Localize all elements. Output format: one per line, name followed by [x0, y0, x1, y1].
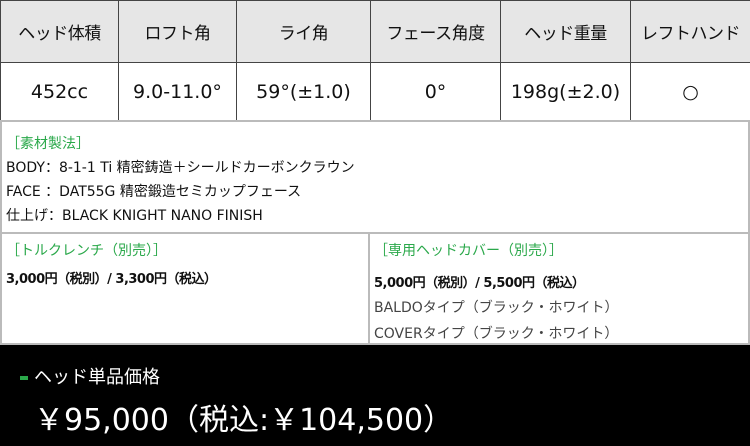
- wrench-title: ［トルクレンチ（別売）］: [6, 243, 167, 259]
- cover-type: BALDOタイプ（ブラック・ホワイト）: [374, 300, 619, 316]
- value-cell: 59°(±1.0): [236, 62, 371, 121]
- head-price-value: ￥95,000（税込:￥104,500）: [34, 403, 454, 438]
- header-cell: レフトハンド: [630, 0, 750, 63]
- value-cell: 198g(±2.0): [500, 62, 631, 121]
- material-line: FACE ：DAT55G 精密鍛造セミカップフェース: [6, 184, 302, 200]
- cover-type: COVERタイプ（ブラック・ホワイト）: [374, 326, 619, 342]
- value-cell: 9.0-11.0°: [118, 62, 237, 121]
- green-dash-icon: [20, 376, 28, 380]
- material-line: 仕上げ：BLACK KNIGHT NANO FINISH: [6, 208, 263, 224]
- value-cell: 452cc: [0, 62, 119, 121]
- wrench-price: 3,000円（税別）/ 3,300円（税込）: [6, 272, 217, 287]
- material-title: ［素材製法］: [6, 136, 90, 152]
- header-cell: フェース角度: [370, 0, 501, 63]
- torque-wrench-section: ［トルクレンチ（別売）］ 3,000円（税別）/ 3,300円（税込）: [0, 232, 370, 345]
- value-cell: 0°: [370, 62, 501, 121]
- spec-value-row: 452cc 9.0-11.0° 59°(±1.0) 0° 198g(±2.0) …: [0, 62, 750, 121]
- header-cell: ヘッド体積: [0, 0, 119, 63]
- header-cell: ヘッド重量: [500, 0, 631, 63]
- head-price-label-row: ヘッド単品価格: [20, 363, 750, 389]
- value-cell: ○: [630, 62, 750, 121]
- spec-table: ヘッド体積 ロフト角 ライ角 フェース角度 ヘッド重量 レフトハンド 452cc…: [0, 0, 750, 121]
- header-cell: ライ角: [236, 0, 371, 63]
- header-cell: ロフト角: [118, 0, 237, 63]
- head-cover-section: ［専用ヘッドカバー（別売）］ 5,000円（税別）/ 5,500円（税込） BA…: [368, 232, 750, 345]
- cover-price: 5,000円（税別）/ 5,500円（税込）: [374, 276, 585, 291]
- spec-header-row: ヘッド体積 ロフト角 ライ角 フェース角度 ヘッド重量 レフトハンド: [0, 0, 750, 63]
- cover-title: ［専用ヘッドカバー（別売）］: [374, 243, 563, 259]
- head-price-label: ヘッド単品価格: [34, 367, 160, 388]
- material-section: ［素材製法］ BODY：8-1-1 Ti 精密鋳造＋シールドカーボンクラウン F…: [0, 120, 750, 234]
- head-price-banner: ヘッド単品価格 ￥95,000（税込:￥104,500）: [0, 345, 750, 446]
- material-line: BODY：8-1-1 Ti 精密鋳造＋シールドカーボンクラウン: [6, 160, 355, 176]
